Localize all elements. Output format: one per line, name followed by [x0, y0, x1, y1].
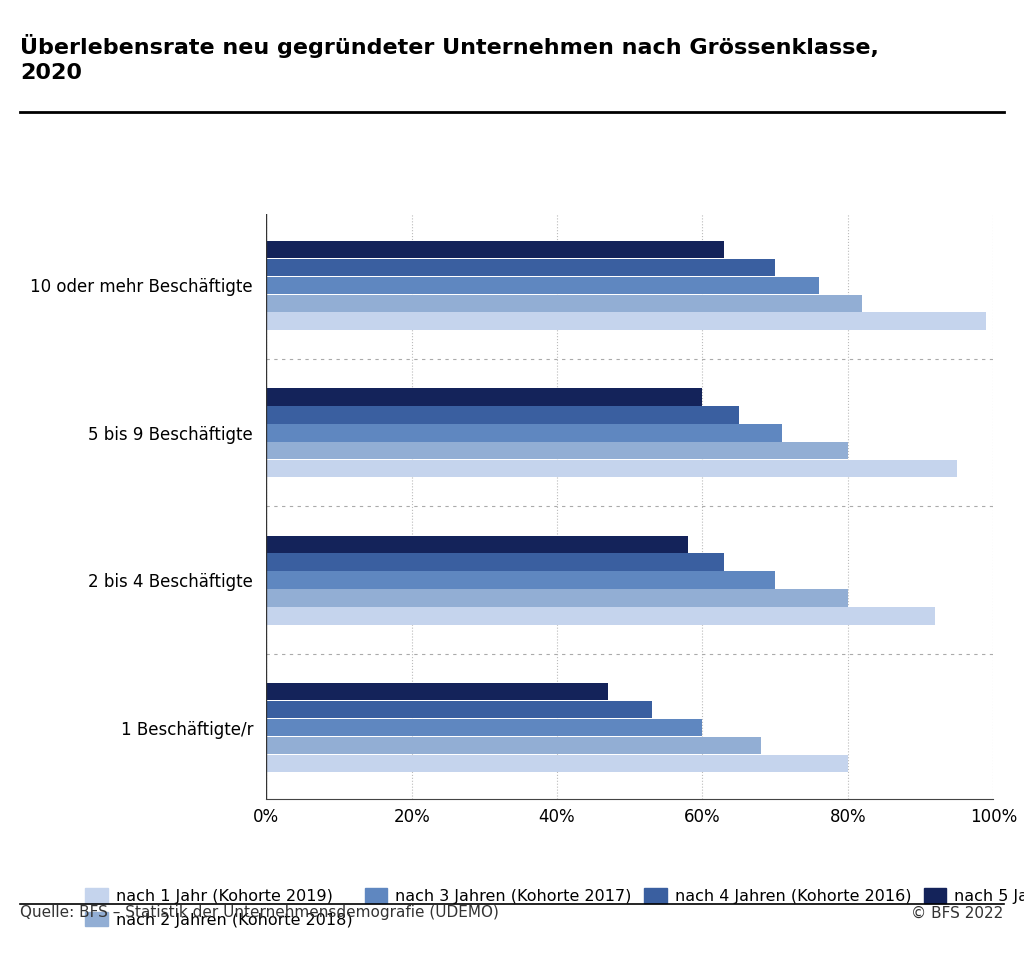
Text: Überlebensrate neu gegründeter Unternehmen nach Grössenklasse,
2020: Überlebensrate neu gegründeter Unternehm… — [20, 34, 880, 83]
Bar — [266, 755, 848, 772]
Bar — [266, 589, 848, 607]
Legend: nach 1 Jahr (Kohorte 2019), nach 2 Jahren (Kohorte 2018), nach 3 Jahren (Kohorte: nach 1 Jahr (Kohorte 2019), nach 2 Jahre… — [85, 888, 1024, 927]
Bar — [266, 536, 688, 553]
Bar — [266, 259, 775, 277]
Bar — [266, 736, 761, 754]
Bar — [266, 294, 862, 312]
Bar — [266, 241, 724, 258]
Bar — [266, 313, 986, 330]
Bar — [266, 406, 739, 424]
Bar — [266, 389, 702, 406]
Bar — [266, 607, 935, 624]
Bar — [266, 719, 702, 736]
Text: © BFS 2022: © BFS 2022 — [911, 906, 1004, 920]
Bar — [266, 460, 956, 477]
Bar — [266, 683, 608, 700]
Bar — [266, 553, 724, 571]
Bar — [266, 701, 651, 719]
Bar — [266, 442, 848, 460]
Text: Quelle: BFS – Statistik der Unternehmensdemografie (UDEMO): Quelle: BFS – Statistik der Unternehmens… — [20, 906, 500, 920]
Bar — [266, 424, 782, 441]
Bar — [266, 277, 819, 294]
Bar — [266, 572, 775, 589]
